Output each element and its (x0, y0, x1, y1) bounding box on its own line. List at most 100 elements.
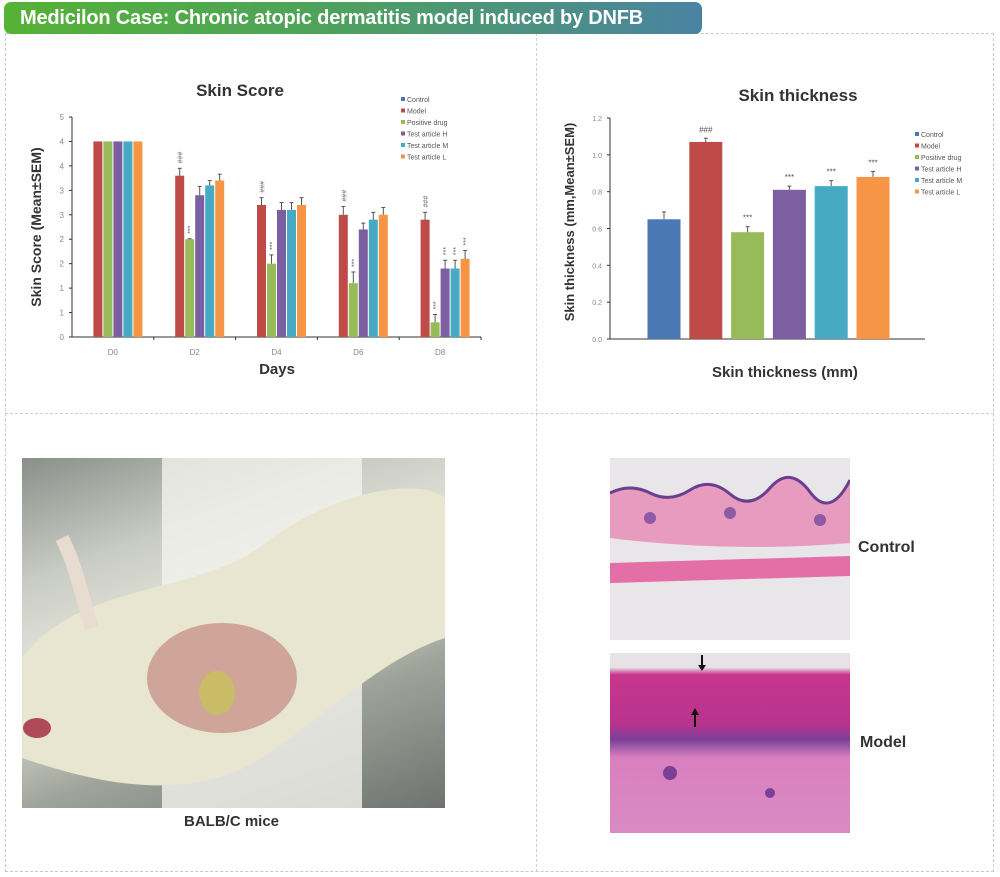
legend-swatch (915, 155, 919, 159)
bar-test-article-m (814, 186, 848, 339)
histology-model-label: Model (860, 734, 907, 751)
significance-mark: ### (260, 181, 267, 193)
bar-test-article-l (215, 180, 225, 337)
y-tick-label: 1 (60, 284, 65, 293)
legend-swatch (401, 120, 405, 124)
significance-mark: *** (743, 214, 752, 223)
bar-model (689, 141, 723, 339)
legend-swatch (401, 154, 405, 159)
histology-control-illustration (610, 476, 850, 583)
significance-mark: *** (270, 241, 277, 249)
x-tick-label: D4 (271, 348, 282, 357)
chart-title: Skin Score (196, 81, 284, 100)
chart-title: Skin thickness (738, 86, 857, 105)
horizontal-divider (5, 413, 994, 414)
legend-swatch (915, 178, 919, 182)
bar-test-article-h (195, 195, 205, 337)
x-tick-label: D8 (435, 348, 446, 357)
bar-test-article-m (287, 209, 296, 337)
significance-mark: *** (868, 158, 877, 167)
bar-positive-drug (731, 232, 765, 339)
legend-label: Positive drug (921, 155, 962, 162)
y-tick-label: 2 (60, 260, 65, 269)
significance-mark: *** (443, 247, 450, 255)
legend-swatch (401, 97, 405, 101)
legend-label: Positive drug (407, 120, 448, 127)
legend-label: Test article H (407, 132, 447, 139)
bar-test-article-l (378, 214, 388, 337)
bar-test-article-l (856, 176, 890, 339)
y-tick-label: 0.8 (592, 190, 602, 197)
bar-test-article-m (450, 268, 460, 337)
histology-model-illustration (663, 655, 775, 798)
significance-mark: *** (453, 247, 460, 255)
y-tick-label: 0.4 (592, 263, 602, 270)
skin-thickness-chart: Skin thickness 0.0 0.2 0.4 0.6 0.8 1.0 1.2 Skin … (562, 86, 962, 381)
bar-test-article-h (440, 268, 450, 337)
legend-swatch (915, 143, 919, 148)
x-tick-label: D6 (353, 348, 364, 357)
x-axis-label: Skin thickness (mm) (712, 364, 858, 381)
significance-mark: *** (433, 301, 440, 309)
y-axis-label: Skin thickness (mm,Mean±SEM) (562, 123, 577, 322)
bar-test-article-h (772, 189, 806, 339)
bar-positive-drug (103, 141, 113, 337)
bar-positive-drug (267, 263, 276, 337)
bar-model (338, 214, 348, 337)
y-tick-label: 1.2 (592, 116, 602, 123)
legend-label: Test article M (921, 178, 962, 185)
y-tick-label: 5 (60, 113, 65, 122)
significance-mark: *** (785, 173, 794, 182)
legend-swatch (401, 143, 405, 147)
y-tick-label: 0.0 (592, 337, 602, 344)
y-tick-label: 0 (60, 333, 65, 342)
banner-title: Medicilon Case: Chronic atopic dermatiti… (4, 2, 702, 34)
bar-test-article-m (205, 185, 215, 337)
bar-model (420, 219, 430, 337)
y-tick-label: 1.0 (592, 153, 602, 160)
y-tick-label: 2 (60, 235, 65, 244)
bar-positive-drug (430, 322, 440, 337)
y-tick-label: 3 (60, 186, 65, 195)
skin-score-chart: Skin Score 0 1 1 2 2 3 3 4 4 5 Skin Score (Mean±SEM… (28, 81, 482, 378)
legend-swatch (915, 189, 919, 194)
legend-swatch (401, 108, 405, 113)
legend-label: Test article M (407, 143, 448, 150)
bar-test-article-m (123, 141, 133, 337)
legend-swatch (401, 131, 405, 136)
significance-mark: *** (827, 168, 836, 177)
significance-mark: ### (341, 190, 348, 202)
y-tick-label: 3 (60, 211, 65, 220)
legend-label: Model (921, 144, 941, 151)
y-tick-label: 0.2 (592, 300, 602, 307)
y-tick-label: 1 (60, 309, 65, 318)
bar-positive-drug (185, 239, 195, 337)
x-tick-label: D0 (108, 348, 119, 357)
significance-mark: ### (699, 125, 713, 134)
legend-swatch (915, 166, 919, 171)
significance-mark: ### (178, 152, 185, 164)
significance-mark: *** (463, 237, 470, 245)
significance-mark: *** (351, 259, 358, 267)
y-tick-label: 4 (60, 162, 65, 171)
x-axis-label: Days (259, 361, 295, 378)
arrow-up-icon (691, 708, 699, 715)
legend-label: Test article L (407, 155, 446, 162)
bar-positive-drug (348, 283, 358, 337)
histology-control-image (610, 458, 850, 640)
bar-test-article-h (277, 209, 286, 337)
bar-control (647, 219, 681, 339)
mouse-photo (22, 458, 445, 808)
vertical-divider (536, 33, 537, 872)
bar-model (257, 205, 266, 337)
bar-test-article-h (113, 141, 123, 337)
significance-mark: *** (188, 225, 195, 233)
bar-model (93, 141, 103, 337)
legend-swatch (915, 132, 919, 136)
significance-mark: ### (423, 196, 430, 208)
legend-label: Control (407, 97, 430, 104)
y-tick-label: 0.6 (592, 227, 602, 234)
legend-label: Model (407, 109, 427, 116)
mouse-caption: BALB/C mice (184, 813, 280, 830)
